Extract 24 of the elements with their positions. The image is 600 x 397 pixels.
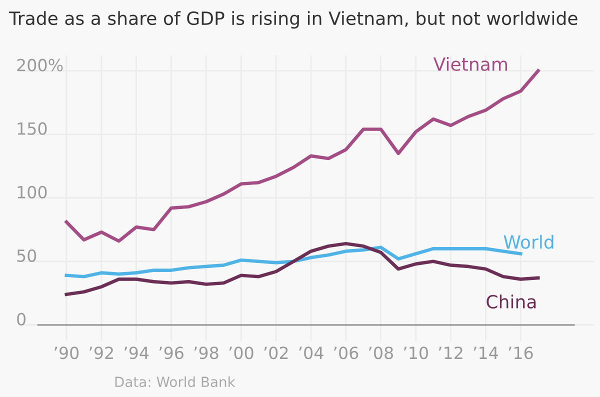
x-tick-label: ’94 xyxy=(124,346,149,360)
y-tick-label: 0 xyxy=(17,312,26,326)
y-tick-label: 150 xyxy=(18,122,47,135)
x-tick-label: ’14 xyxy=(474,346,498,359)
x-tick-label: ’10 xyxy=(404,346,428,360)
y-tick-label: 200% xyxy=(17,58,63,72)
series-label: Vietnam xyxy=(433,57,507,71)
text: Data: World Bank xyxy=(115,376,236,388)
x-tick-label: ’12 xyxy=(438,346,462,359)
x-tick-label: ’96 xyxy=(159,346,184,360)
series-label: World xyxy=(504,234,554,249)
y-tick-label: 50 xyxy=(17,249,36,262)
x-tick-label: ’92 xyxy=(90,346,113,360)
x-tick-label: ’04 xyxy=(299,346,324,360)
x-tick-label: ’02 xyxy=(264,346,288,360)
y-tick-label: 100 xyxy=(18,186,47,198)
x-tick-label: ’06 xyxy=(334,346,358,360)
x-tick-label: ’16 xyxy=(508,346,533,360)
x-tick-label: ’90 xyxy=(54,346,79,360)
x-tick-label: ’08 xyxy=(369,346,393,360)
x-tick-label: ’00 xyxy=(229,346,254,360)
chart-title: Trade as a share of GDP is rising in Vietnam, but not worldwide xyxy=(8,11,578,29)
x-tick-label: ’98 xyxy=(194,346,218,360)
series-label: China xyxy=(486,294,536,309)
